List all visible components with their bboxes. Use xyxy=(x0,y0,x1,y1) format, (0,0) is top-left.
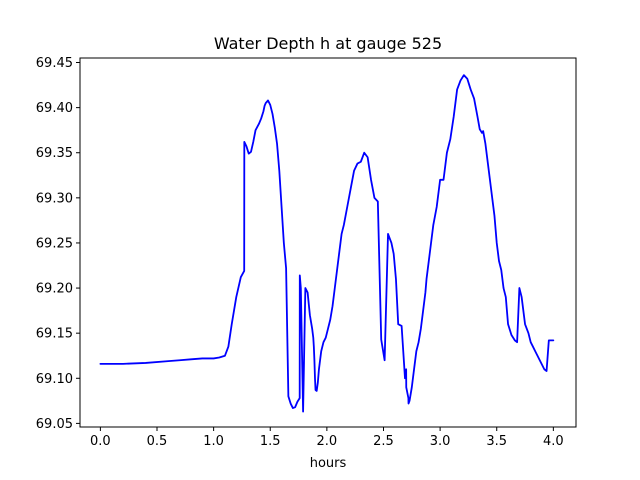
y-tick-label: 69.05 xyxy=(36,417,73,432)
y-tick-label: 69.40 xyxy=(36,101,73,116)
x-tick-label: 1.0 xyxy=(203,434,224,449)
y-tick-label: 69.45 xyxy=(36,56,73,71)
x-axis: 0.0 0.5 1.0 1.5 2.0 2.5 3.0 3.5 4.0 xyxy=(90,427,564,449)
x-tick-label: 0.0 xyxy=(90,434,111,449)
x-tick-label: 3.0 xyxy=(430,434,451,449)
x-tick-label: 1.5 xyxy=(260,434,281,449)
chart-title: Water Depth h at gauge 525 xyxy=(214,34,442,53)
x-tick-label: 3.5 xyxy=(486,434,507,449)
plot-frame xyxy=(79,57,577,428)
y-tick-label: 69.10 xyxy=(36,372,73,387)
y-tick-label: 69.20 xyxy=(36,282,73,297)
x-tick-label: 2.5 xyxy=(373,434,394,449)
y-tick-label: 69.35 xyxy=(36,146,73,161)
y-tick-label: 69.15 xyxy=(36,327,73,342)
series-layer xyxy=(99,74,555,413)
y-tick-label: 69.25 xyxy=(36,236,73,251)
y-axis: 69.05 69.10 69.15 69.20 69.25 69.30 69.35 69.40… xyxy=(36,56,80,432)
x-tick-label: 4.0 xyxy=(543,434,564,449)
x-tick-label: 0.5 xyxy=(147,434,168,449)
series-line xyxy=(99,74,555,413)
x-tick-label: 2.0 xyxy=(317,434,338,449)
y-tick-label: 69.30 xyxy=(36,191,73,206)
plot-area xyxy=(79,57,577,428)
x-axis-label: hours xyxy=(310,456,347,471)
